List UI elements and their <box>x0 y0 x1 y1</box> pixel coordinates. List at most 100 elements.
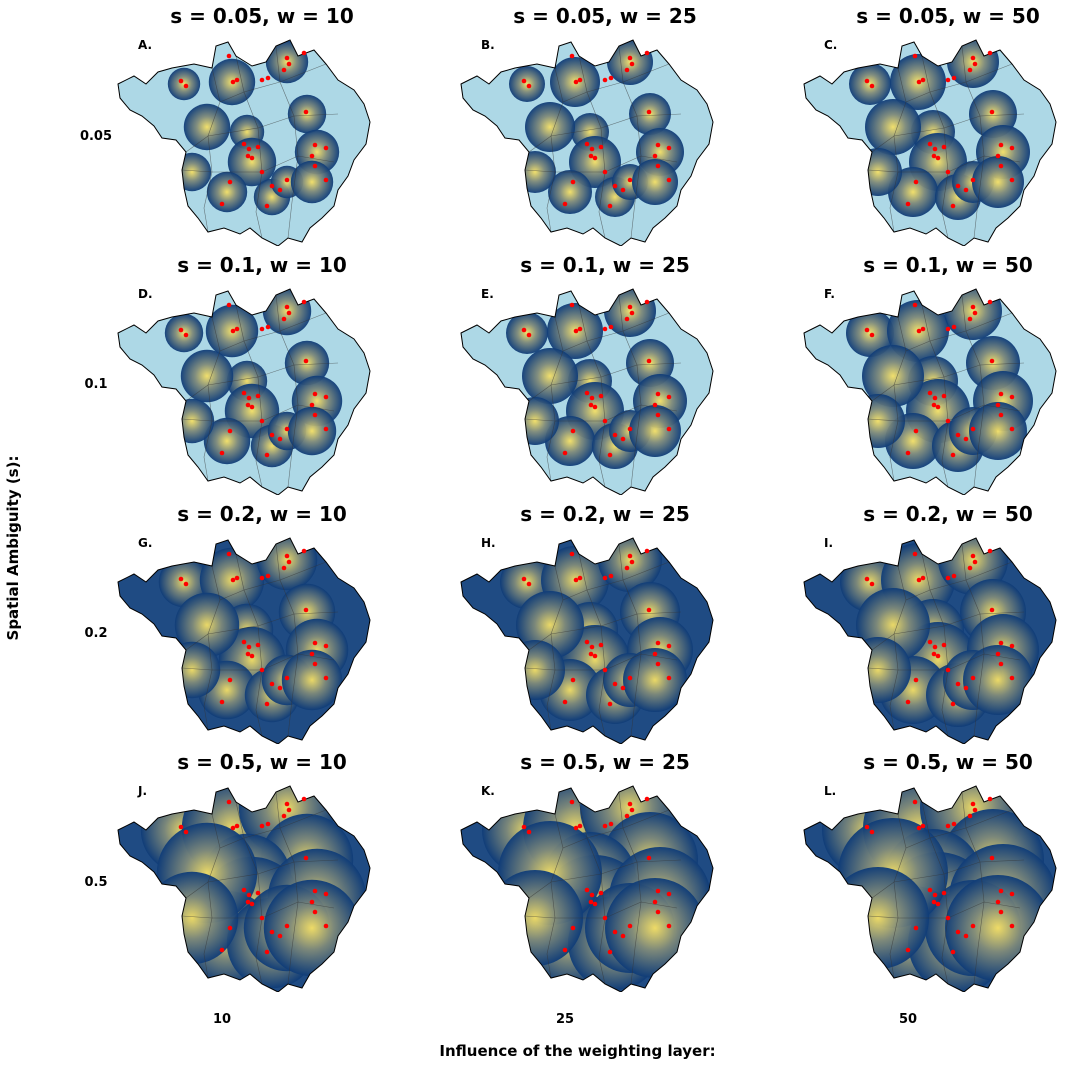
district-boundary <box>219 809 327 849</box>
event-point <box>264 949 270 955</box>
district-boundary <box>871 113 1025 153</box>
density-blob <box>203 417 251 465</box>
event-point <box>989 855 995 861</box>
event-point <box>286 61 292 67</box>
event-point <box>627 177 633 183</box>
event-point <box>666 177 672 183</box>
event-point <box>592 653 598 659</box>
density-blob <box>846 309 894 357</box>
event-point <box>286 310 292 316</box>
event-point <box>666 394 672 400</box>
event-point <box>219 699 225 705</box>
event-point <box>269 183 275 189</box>
map-panel: s = 0.05, w = 25 B. <box>455 4 755 246</box>
event-point <box>265 75 271 81</box>
event-point <box>963 436 969 442</box>
event-point <box>998 163 1004 169</box>
event-point <box>264 203 270 209</box>
event-point <box>577 823 583 829</box>
district-boundary <box>921 304 949 488</box>
event-point <box>602 823 608 829</box>
panel-letter: I. <box>824 536 834 550</box>
event-point <box>226 53 232 59</box>
region-outline <box>803 785 1057 992</box>
event-point <box>183 829 189 835</box>
event-point <box>178 824 184 830</box>
event-point <box>589 146 595 152</box>
event-point <box>284 923 290 929</box>
event-point <box>972 310 978 316</box>
event-point <box>655 391 661 397</box>
row-label: 0.1 <box>84 377 108 392</box>
event-point <box>916 577 922 583</box>
event-point <box>577 77 583 83</box>
event-point <box>227 925 233 931</box>
event-point <box>259 575 265 581</box>
map-panel: s = 0.2, w = 10 G. <box>112 502 412 744</box>
density-blob <box>849 63 891 105</box>
district-boundary <box>185 611 339 651</box>
event-point <box>932 146 938 152</box>
event-point <box>655 163 661 169</box>
density-blob <box>263 879 361 977</box>
event-point <box>281 813 287 819</box>
event-point <box>652 402 658 408</box>
event-point <box>323 426 329 432</box>
panel-title: s = 0.5, w = 25 <box>520 750 690 774</box>
panel-title: s = 0.1, w = 10 <box>177 253 347 277</box>
event-point <box>1009 675 1015 681</box>
event-point <box>646 109 652 115</box>
density-map <box>460 288 714 495</box>
density-blob <box>172 152 212 192</box>
event-point <box>246 892 252 898</box>
event-point <box>312 640 318 646</box>
event-point <box>629 559 635 565</box>
event-point <box>608 324 614 330</box>
event-point <box>259 667 265 673</box>
event-point <box>526 83 532 89</box>
district-boundary <box>203 813 221 979</box>
event-point <box>624 67 630 73</box>
event-point <box>951 75 957 81</box>
event-point <box>323 923 329 929</box>
event-point <box>284 801 290 807</box>
event-point <box>607 452 613 458</box>
event-point <box>646 358 652 364</box>
event-point <box>602 77 608 83</box>
event-point <box>259 326 265 332</box>
event-point <box>620 436 626 442</box>
event-point <box>301 50 307 56</box>
event-point <box>912 799 918 805</box>
event-point <box>912 302 918 308</box>
panel-title: s = 0.2, w = 50 <box>863 502 1033 526</box>
event-point <box>245 651 251 657</box>
density-blob <box>525 102 575 152</box>
event-point <box>301 548 307 554</box>
event-point <box>265 821 271 827</box>
event-point <box>246 395 252 401</box>
district-boundary <box>578 55 606 239</box>
event-point <box>588 899 594 905</box>
density-blob <box>972 156 1024 208</box>
event-point <box>655 661 661 667</box>
event-point <box>312 142 318 148</box>
event-point <box>589 892 595 898</box>
district-boundary <box>528 113 682 153</box>
district-boundary <box>275 45 299 239</box>
event-point <box>869 83 875 89</box>
event-point <box>652 153 658 159</box>
event-point <box>931 402 937 408</box>
event-point <box>987 299 993 305</box>
event-point <box>970 177 976 183</box>
event-point <box>255 890 261 896</box>
event-point <box>864 576 870 582</box>
event-point <box>264 452 270 458</box>
event-point <box>624 565 630 571</box>
event-point <box>612 681 618 687</box>
event-point <box>312 412 318 418</box>
district-boundary <box>546 565 564 731</box>
density-map <box>117 537 371 744</box>
event-point <box>277 436 283 442</box>
event-point <box>178 576 184 582</box>
event-point <box>323 177 329 183</box>
